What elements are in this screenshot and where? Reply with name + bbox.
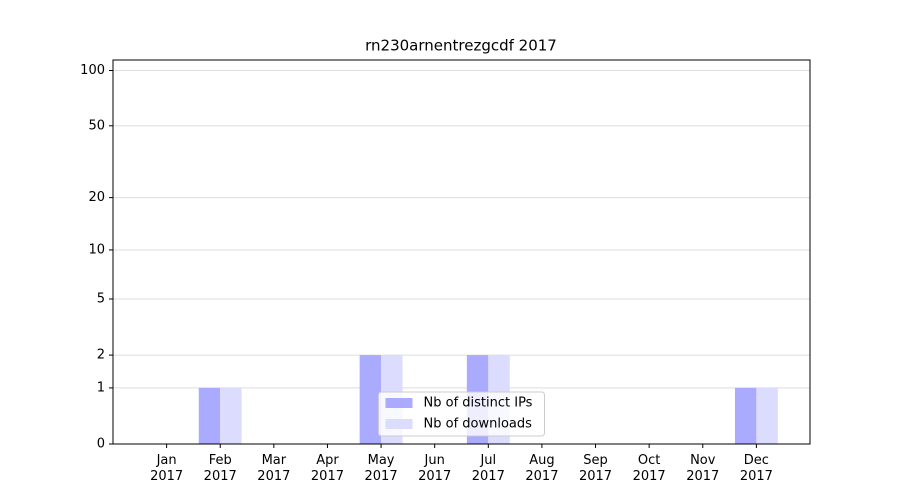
x-tick-label: Nov 2017 <box>686 453 720 484</box>
legend-swatch <box>385 419 413 429</box>
x-tick-label: Dec 2017 <box>739 453 773 484</box>
y-tick-label: 5 <box>97 291 105 306</box>
legend-label: Nb of downloads <box>424 417 533 432</box>
x-tick-label: May 2017 <box>364 453 398 484</box>
legend-swatch <box>385 398 413 408</box>
legend-box <box>378 391 545 437</box>
x-tick-label: Aug 2017 <box>525 453 559 484</box>
x-tick-label: Feb 2017 <box>203 453 237 484</box>
y-tick-label: 1 <box>97 380 105 395</box>
plot-frame <box>112 59 811 445</box>
x-tick-label: Jul 2017 <box>471 453 505 484</box>
y-tick-label: 0 <box>97 437 105 452</box>
x-tick-label: Jan 2017 <box>150 453 184 484</box>
bar <box>359 355 382 444</box>
y-tick-label: 20 <box>88 190 105 205</box>
bar <box>734 387 757 444</box>
y-tick-label: 100 <box>80 63 105 78</box>
legend-label: Nb of distinct IPs <box>424 396 533 411</box>
bar <box>220 387 242 444</box>
bar <box>198 387 221 444</box>
legend: Nb of distinct IPs Nb of downloads <box>378 391 545 437</box>
x-tick-label: Jun 2017 <box>418 453 452 484</box>
x-tick-label: Apr 2017 <box>310 453 344 484</box>
x-tick-label: Sep 2017 <box>578 453 613 484</box>
y-tick-label: 2 <box>97 348 105 363</box>
x-tick-label: Mar 2017 <box>257 453 291 484</box>
y-tick-label: 50 <box>88 118 105 133</box>
bar <box>756 387 778 444</box>
chart-title: rn230arnentrezgcdf 2017 <box>365 37 557 55</box>
x-tick-label: Oct 2017 <box>632 453 666 484</box>
y-tick-label: 10 <box>88 242 105 257</box>
